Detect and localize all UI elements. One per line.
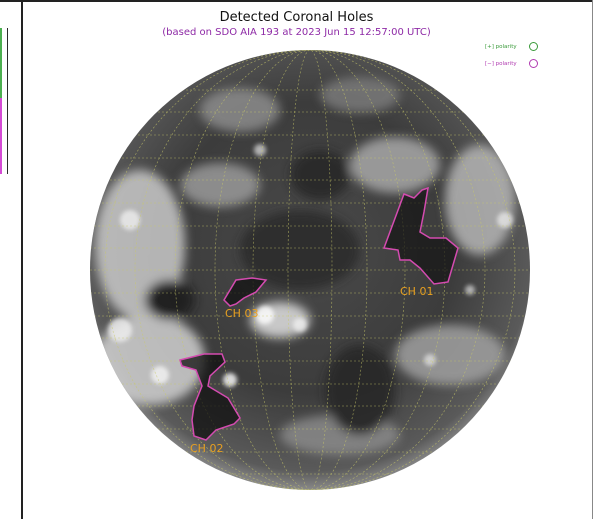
left-panel-border [0, 0, 23, 519]
circle-icon [529, 59, 538, 68]
legend-item-positive: [+] polarity [485, 38, 538, 55]
top-border [0, 0, 593, 2]
ch03-label: CH 03 [225, 307, 258, 320]
figure-title: Detected Coronal Holes [219, 10, 374, 25]
left-strip-magenta [0, 98, 2, 174]
left-panel-strip [0, 28, 8, 174]
ch02-label: CH 02 [190, 442, 223, 455]
heliographic-grid [90, 50, 530, 490]
legend-label-positive: [+] polarity [485, 43, 517, 50]
ch02-contour [179, 353, 241, 441]
legend-item-negative: [−] polarity [485, 55, 538, 72]
polarity-legend: [+] polarity [−] polarity [485, 38, 538, 72]
left-strip-green [0, 28, 2, 98]
coronal-hole-ch01: CH 01 [382, 186, 459, 298]
circle-icon [529, 42, 538, 51]
coronal-hole-ch03: CH 03 [223, 277, 268, 320]
coronal-hole-ch02: CH 02 [179, 353, 241, 455]
ch01-contour [382, 186, 459, 285]
figure-subtitle: (based on SDO AIA 193 at 2023 Jun 15 12:… [162, 27, 431, 38]
ch01-label: CH 01 [400, 285, 433, 298]
legend-label-negative: [−] polarity [485, 60, 517, 67]
ch03-contour [223, 277, 268, 307]
